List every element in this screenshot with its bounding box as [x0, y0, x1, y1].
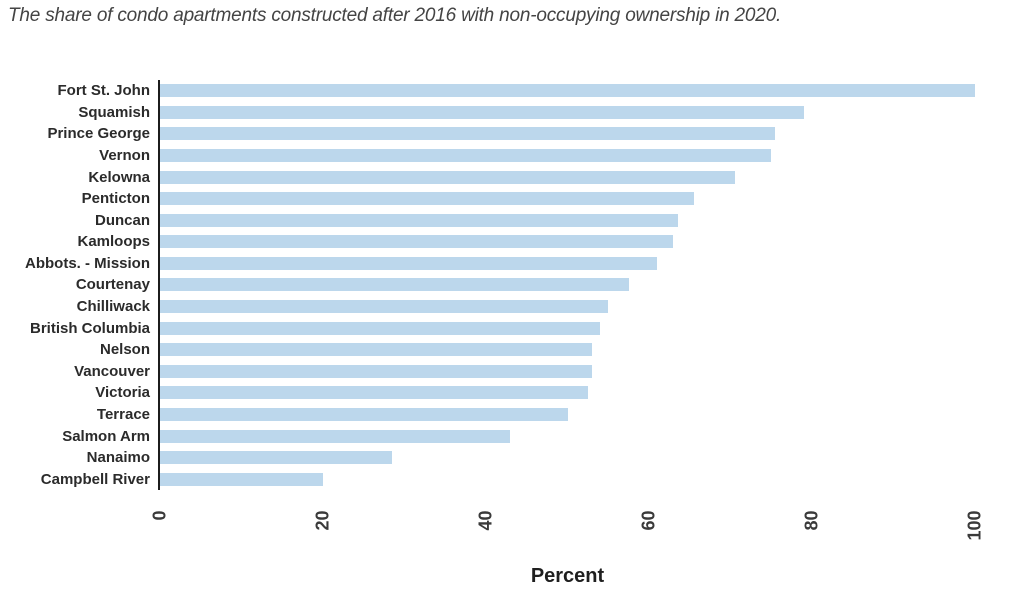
- category-label: Terrace: [96, 405, 150, 423]
- bar-row: British Columbia: [30, 317, 975, 339]
- bar-row: Vernon: [99, 145, 975, 167]
- x-axis-label: Percent: [530, 565, 605, 587]
- bar: [160, 386, 588, 400]
- category-label: Courtenay: [75, 276, 150, 294]
- category-label: Nelson: [99, 341, 150, 359]
- bar: [160, 364, 592, 378]
- x-tick-label: 20: [312, 509, 333, 531]
- x-axis-ticks: 0 20 40 60 80 100: [150, 509, 985, 570]
- x-tick-label: 100: [964, 509, 985, 541]
- category-label: Fort St. John: [57, 82, 151, 100]
- bar: [160, 149, 772, 163]
- bar-row: Victoria: [95, 382, 975, 404]
- category-label: Salmon Arm: [62, 427, 150, 445]
- x-tick-label: 0: [149, 509, 170, 521]
- category-label: Prince George: [47, 125, 150, 143]
- bar: [160, 105, 804, 119]
- bar-row: Vancouver: [74, 361, 975, 383]
- category-label: British Columbia: [29, 319, 150, 337]
- category-label: Vernon: [99, 147, 150, 165]
- bar-row: Nelson: [100, 339, 975, 361]
- category-label: Kelowna: [88, 168, 150, 186]
- bar-row: Prince George: [47, 123, 975, 145]
- bar-row: Kelowna: [88, 166, 975, 188]
- bar-row: Duncan: [95, 209, 975, 231]
- y-axis-line: [158, 80, 160, 490]
- x-tick-label: 60: [638, 509, 659, 531]
- bar: [160, 429, 511, 443]
- bar-row: Campbell River: [41, 468, 975, 490]
- category-label: Squamish: [78, 103, 150, 121]
- category-label: Abbots. - Mission: [25, 254, 150, 272]
- chart-title: The share of condo apartments constructe…: [8, 5, 782, 26]
- bar-row: Abbots. - Mission: [25, 253, 975, 275]
- bar: [160, 127, 776, 141]
- bar: [160, 170, 735, 184]
- bar: [160, 343, 592, 357]
- x-tick-label: 80: [801, 509, 822, 531]
- bar: [160, 472, 323, 486]
- category-label: Nanaimo: [86, 449, 150, 467]
- bar: [160, 321, 601, 335]
- category-label: Penticton: [81, 190, 150, 208]
- bar: [160, 278, 629, 292]
- category-label: Campbell River: [40, 470, 150, 488]
- bar: [160, 84, 975, 98]
- bar: [160, 451, 393, 465]
- bar-row: Courtenay: [76, 274, 975, 296]
- bar-row: Squamish: [78, 102, 975, 124]
- bar: [160, 300, 609, 314]
- bar-row: Kamloops: [77, 231, 975, 253]
- bar: [160, 192, 694, 206]
- bar-row: Fort St. John: [58, 80, 975, 102]
- bar-row: Terrace: [97, 404, 975, 426]
- bar-rows: Fort St. John Squamish Prince George Ver…: [25, 80, 975, 490]
- category-label: Duncan: [94, 211, 150, 229]
- bar: [160, 213, 678, 227]
- bar: [160, 407, 568, 421]
- bar: [160, 235, 674, 249]
- bar-row: Penticton: [82, 188, 975, 210]
- category-label: Victoria: [95, 384, 150, 402]
- category-label: Vancouver: [74, 362, 150, 380]
- category-label: Chilliwack: [76, 298, 150, 316]
- bar: [160, 256, 658, 270]
- bar-row: Nanaimo: [87, 447, 975, 469]
- bar-row: Salmon Arm: [62, 425, 975, 447]
- bar-row: Chilliwack: [77, 296, 975, 318]
- x-tick-label: 40: [475, 509, 496, 531]
- category-label: Kamloops: [77, 233, 150, 251]
- plot-area: Fort St. John Squamish Prince George Ver…: [25, 80, 975, 490]
